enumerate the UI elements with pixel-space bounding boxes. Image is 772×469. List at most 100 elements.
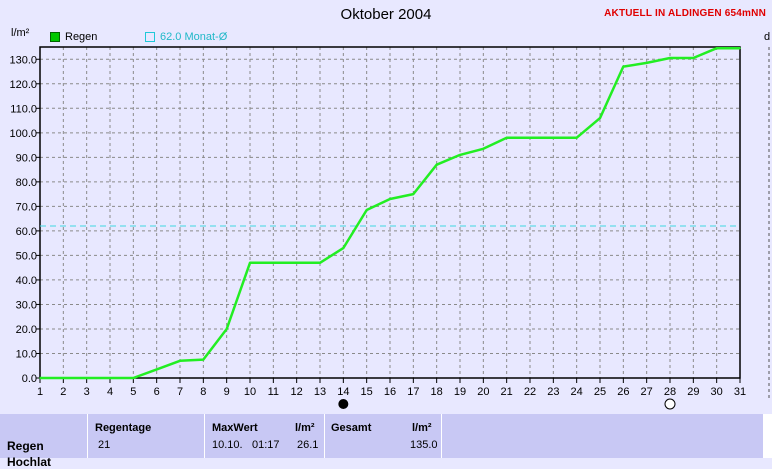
x-tick-label: 17	[407, 386, 419, 398]
x-tick-label: 26	[617, 386, 629, 398]
y-tick-label: 100.0	[9, 128, 37, 140]
data-point-regen	[459, 154, 461, 156]
y-tick-label: 120.0	[9, 79, 37, 91]
x-tick-label: 21	[501, 386, 513, 398]
data-point-regen	[132, 377, 135, 379]
x-tick-label: 31	[734, 386, 746, 398]
y-tick-label: 80.0	[16, 177, 37, 189]
x-tick-label: 8	[200, 386, 206, 398]
y-tick-label: 10.0	[16, 348, 37, 360]
y-tick-label: 50.0	[16, 250, 37, 262]
x-tick-label: 30	[711, 386, 723, 398]
maxwert-header: MaxWert	[212, 422, 258, 434]
data-point-regen	[155, 368, 158, 371]
x-tick-label: 24	[571, 386, 583, 398]
footer-maxwert-cell: MaxWert l/m² 10.10. 01:17 26.1	[205, 414, 325, 458]
maxwert-time: 01:17	[252, 439, 280, 451]
data-point-regen	[85, 377, 88, 379]
y-tick-label: 20.0	[16, 324, 37, 336]
x-tick-label: 16	[384, 386, 396, 398]
data-point-regen	[715, 47, 718, 50]
legend-label-regen: Regen	[65, 31, 98, 43]
x-tick-label: 14	[337, 386, 349, 398]
x-tick-label: 20	[477, 386, 489, 398]
x-tick-label: 7	[177, 386, 183, 398]
footer-gesamt-cell: Gesamt l/m² 135.0	[325, 414, 442, 458]
data-point-regen	[62, 377, 65, 379]
footer-row-label-2: Hochlat	[7, 455, 52, 469]
x-tick-label: 6	[154, 386, 160, 398]
maxwert-date: 10.10.	[212, 439, 243, 451]
data-point-regen	[505, 136, 508, 139]
gesamt-header: Gesamt	[331, 422, 372, 434]
legend-swatch-regen	[50, 32, 60, 42]
data-point-regen	[622, 65, 625, 68]
data-point-regen	[575, 136, 578, 139]
maxwert-unit: l/m²	[295, 422, 315, 434]
x-tick-label: 4	[107, 386, 113, 398]
data-point-regen	[645, 62, 648, 64]
data-point-regen	[529, 136, 531, 139]
x-tick-label: 23	[547, 386, 559, 398]
y-tick-label: 40.0	[16, 275, 37, 287]
data-point-regen	[225, 328, 228, 330]
data-point-regen	[39, 377, 41, 379]
data-point-regen	[412, 193, 415, 195]
data-point-regen	[739, 47, 741, 50]
footer-empty-cell	[442, 414, 764, 458]
y-tick-label: 60.0	[16, 226, 37, 238]
x-tick-label: 18	[431, 386, 443, 398]
y-tick-label: 70.0	[16, 201, 37, 213]
data-point-regen	[319, 261, 321, 264]
x-tick-label: 11	[268, 386, 279, 398]
data-point-regen	[365, 209, 368, 211]
legend-item-monthly-average: 62.0 Monat-Ø	[145, 31, 227, 43]
y-tick-label: 90.0	[16, 152, 37, 164]
x-tick-label: 1	[37, 386, 43, 398]
data-point-regen	[342, 247, 345, 249]
x-tick-label: 29	[687, 386, 699, 398]
x-tick-label: 25	[594, 386, 606, 398]
data-point-regen	[249, 261, 251, 264]
y-axis-unit: l/m²	[11, 27, 30, 39]
footer-row-label: Regen	[7, 439, 44, 453]
chart-plot: 0.0 10.0 20.0 30.0 40.0 50.0 60.0 70.0 80.0 90.0 1…	[9, 46, 770, 410]
plot-frame	[39, 46, 741, 379]
data-point-regen	[389, 198, 391, 200]
y-tick-label: 110.0	[10, 103, 37, 115]
regentage-value: 21	[98, 439, 111, 451]
maxwert-value: 26.1	[297, 439, 319, 451]
legend-item-regen: Regen	[50, 31, 97, 43]
data-point-regen	[179, 360, 181, 362]
x-tick-label: 19	[454, 386, 466, 398]
x-tick-label: 5	[130, 386, 136, 398]
x-tick-label: 27	[641, 386, 653, 398]
new-moon-icon	[664, 398, 676, 410]
x-tick-label: 2	[60, 386, 66, 398]
x-tick-label: 3	[84, 386, 90, 398]
x-tick-label: 13	[314, 386, 326, 398]
y-tick-label: 0.0	[22, 373, 37, 385]
data-point-regen	[202, 358, 205, 361]
data-point-regen	[109, 377, 111, 379]
data-point-regen	[435, 163, 438, 166]
data-point-regen	[295, 261, 298, 264]
x-tick-label: 10	[244, 386, 256, 398]
y-tick-label: 130.0	[9, 54, 37, 66]
y-tick-label: 30.0	[16, 299, 37, 311]
data-point-regen	[692, 57, 695, 59]
full-moon-icon	[338, 399, 349, 409]
data-point-regen	[599, 117, 601, 119]
gesamt-unit: l/m²	[412, 422, 432, 434]
chart-title: Oktober 2004	[340, 6, 432, 23]
station-label: AKTUELL IN ALDINGEN 654mNN	[604, 8, 766, 19]
data-point-regen	[272, 261, 275, 264]
footer-row-label-cell: Regen Hochlat	[0, 414, 88, 469]
right-axis-label: d	[764, 31, 771, 43]
x-tick-label: 22	[524, 386, 536, 398]
legend-label-average: 62.0 Monat-Ø	[160, 31, 228, 43]
legend-swatch-average	[145, 32, 155, 42]
x-tick-label: 28	[664, 386, 676, 398]
x-tick-label: 9	[224, 386, 230, 398]
data-point-regen	[482, 147, 485, 150]
